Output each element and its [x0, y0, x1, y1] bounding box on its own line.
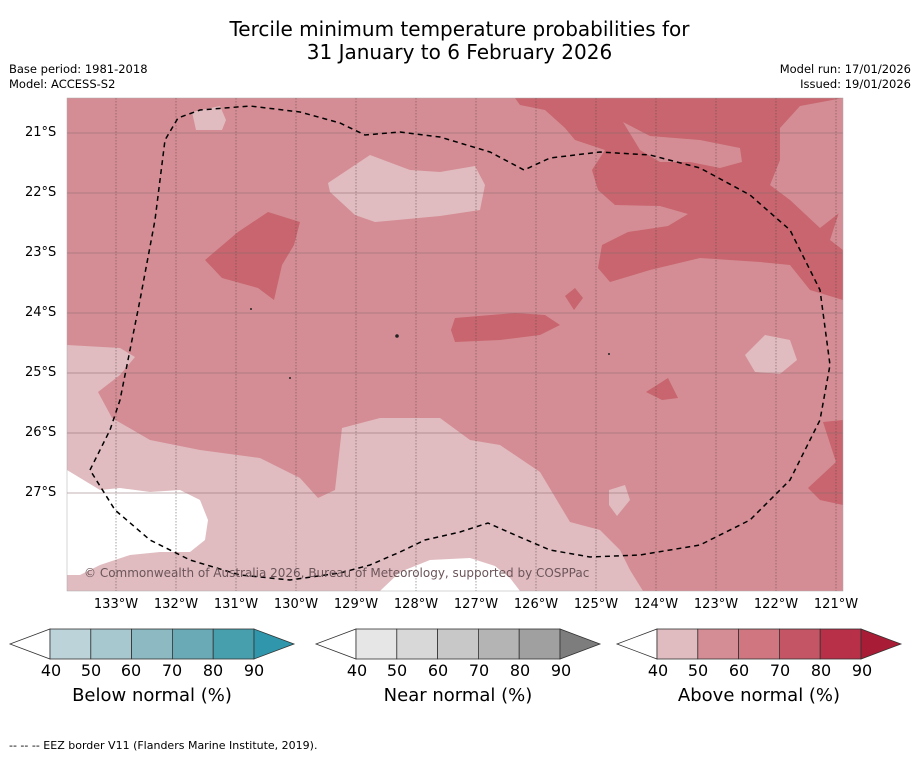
meta-left: Base period: 1981-2018 Model: ACCESS-S2	[9, 62, 148, 92]
cb-tick: 50	[80, 661, 102, 680]
cb-tick: 70	[468, 661, 490, 680]
issued-date: Issued: 19/01/2026	[800, 77, 911, 91]
lon-label: 125°W	[573, 597, 619, 612]
cb-tick: 90	[243, 661, 265, 680]
colorbar-near-segment	[355, 628, 398, 660]
colorbar-below-extend-low	[8, 628, 51, 660]
lat-label: 23°S	[25, 245, 57, 260]
lon-label: 132°W	[153, 597, 199, 612]
white-region-southwest	[67, 470, 208, 575]
copyright-text: © Commonwealth of Australia 2026, Bureau…	[84, 566, 589, 580]
colorbar-near-extend-low	[314, 628, 357, 660]
cb-tick: 90	[851, 661, 873, 680]
map-frame	[66, 97, 844, 592]
title-line-2: 31 January to 6 February 2026	[306, 40, 613, 64]
cb-tick: 70	[161, 661, 183, 680]
colorbar-above-segment	[656, 628, 699, 660]
latitude-gridlines	[67, 132, 843, 494]
colorbar-below-segment	[171, 628, 214, 660]
lon-label: 130°W	[273, 597, 319, 612]
title-line-1: Tercile minimum temperature probabilitie…	[229, 17, 690, 41]
cb-tick: 80	[202, 661, 224, 680]
colorbar-near-segment	[437, 628, 479, 660]
lon-label: 129°W	[333, 597, 379, 612]
colorbar-above-title: Above normal (%)	[677, 685, 841, 706]
lat-label: 24°S	[25, 305, 57, 320]
lon-label: 126°W	[513, 597, 559, 612]
colorbar-near-title: Near normal (%)	[383, 685, 533, 706]
cb-tick: 50	[386, 661, 408, 680]
colorbar-near-segment	[518, 628, 561, 660]
lon-label: 133°W	[93, 597, 139, 612]
colorbar-near	[314, 628, 602, 660]
colorbar-below-segment	[212, 628, 255, 660]
lon-label: 128°W	[393, 597, 439, 612]
above-40-region-north	[328, 155, 485, 222]
base-period: Base period: 1981-2018	[9, 62, 148, 76]
lat-label: 21°S	[25, 125, 57, 140]
lat-label: 27°S	[25, 485, 57, 500]
eez-footnote: -- -- -- EEZ border V11 (Flanders Marine…	[9, 739, 318, 752]
cb-tick: 80	[810, 661, 832, 680]
colorbar-above-segment	[697, 628, 739, 660]
colorbar-above-segment	[738, 628, 780, 660]
cb-tick: 60	[120, 661, 142, 680]
colorbar-below-segment	[131, 628, 173, 660]
cb-tick: 70	[769, 661, 791, 680]
cb-tick: 60	[728, 661, 750, 680]
island-markers	[250, 308, 610, 379]
cb-tick: 40	[40, 661, 62, 680]
above-60-region-small-b	[646, 378, 678, 400]
colorbar-above-extend-low	[615, 628, 658, 660]
above-60-region-northeast	[515, 98, 843, 300]
above-60-region-east	[808, 420, 843, 505]
cb-tick: 80	[509, 661, 531, 680]
above-40-region-northwest	[192, 106, 226, 130]
lat-label: 22°S	[25, 185, 57, 200]
colorbar-above	[615, 628, 903, 660]
above-60-region-west	[205, 212, 300, 300]
colorbar-below-title: Below normal (%)	[72, 685, 232, 706]
model-name: Model: ACCESS-S2	[9, 77, 116, 91]
lat-label: 26°S	[25, 425, 57, 440]
above-40-region-southwest	[67, 345, 643, 591]
above-60-region-center	[451, 313, 560, 342]
colorbar-above-segment	[819, 628, 862, 660]
lon-label: 127°W	[453, 597, 499, 612]
longitude-gridlines	[115, 98, 837, 591]
above-50-inset-north	[623, 122, 742, 168]
cb-tick: 50	[687, 661, 709, 680]
lon-label: 131°W	[213, 597, 259, 612]
meta-right: Model run: 17/01/2026 Issued: 19/01/2026	[780, 62, 911, 92]
cb-tick: 40	[346, 661, 368, 680]
colorbar-near-segment	[477, 628, 520, 660]
lon-label: 123°W	[693, 597, 739, 612]
eez-border	[89, 105, 831, 581]
above-60-region-small-a	[565, 288, 583, 310]
colorbar-below-segment	[49, 628, 92, 660]
lon-label: 122°W	[753, 597, 799, 612]
map-title: Tercile minimum temperature probabilitie…	[0, 18, 919, 64]
colorbar-above-extend-high	[860, 628, 903, 660]
colorbar-near-segment	[396, 628, 438, 660]
colorbar-below-segment	[90, 628, 133, 660]
colorbar-below-extend-high	[253, 628, 296, 660]
model-run: Model run: 17/01/2026	[779, 62, 911, 76]
lon-label: 124°W	[633, 597, 679, 612]
colorbar-below	[8, 628, 296, 660]
lon-label: 121°W	[813, 597, 859, 612]
above-40-region-east	[745, 335, 797, 374]
colorbar-near-extend-high	[559, 628, 602, 660]
colorbar-above-segment	[779, 628, 821, 660]
map-layers	[67, 98, 843, 591]
cb-tick: 60	[427, 661, 449, 680]
cb-tick: 90	[550, 661, 572, 680]
lat-label: 25°S	[25, 365, 57, 380]
white-region-south	[380, 558, 520, 591]
cb-tick: 40	[647, 661, 669, 680]
above-50-inset-east	[770, 98, 843, 228]
